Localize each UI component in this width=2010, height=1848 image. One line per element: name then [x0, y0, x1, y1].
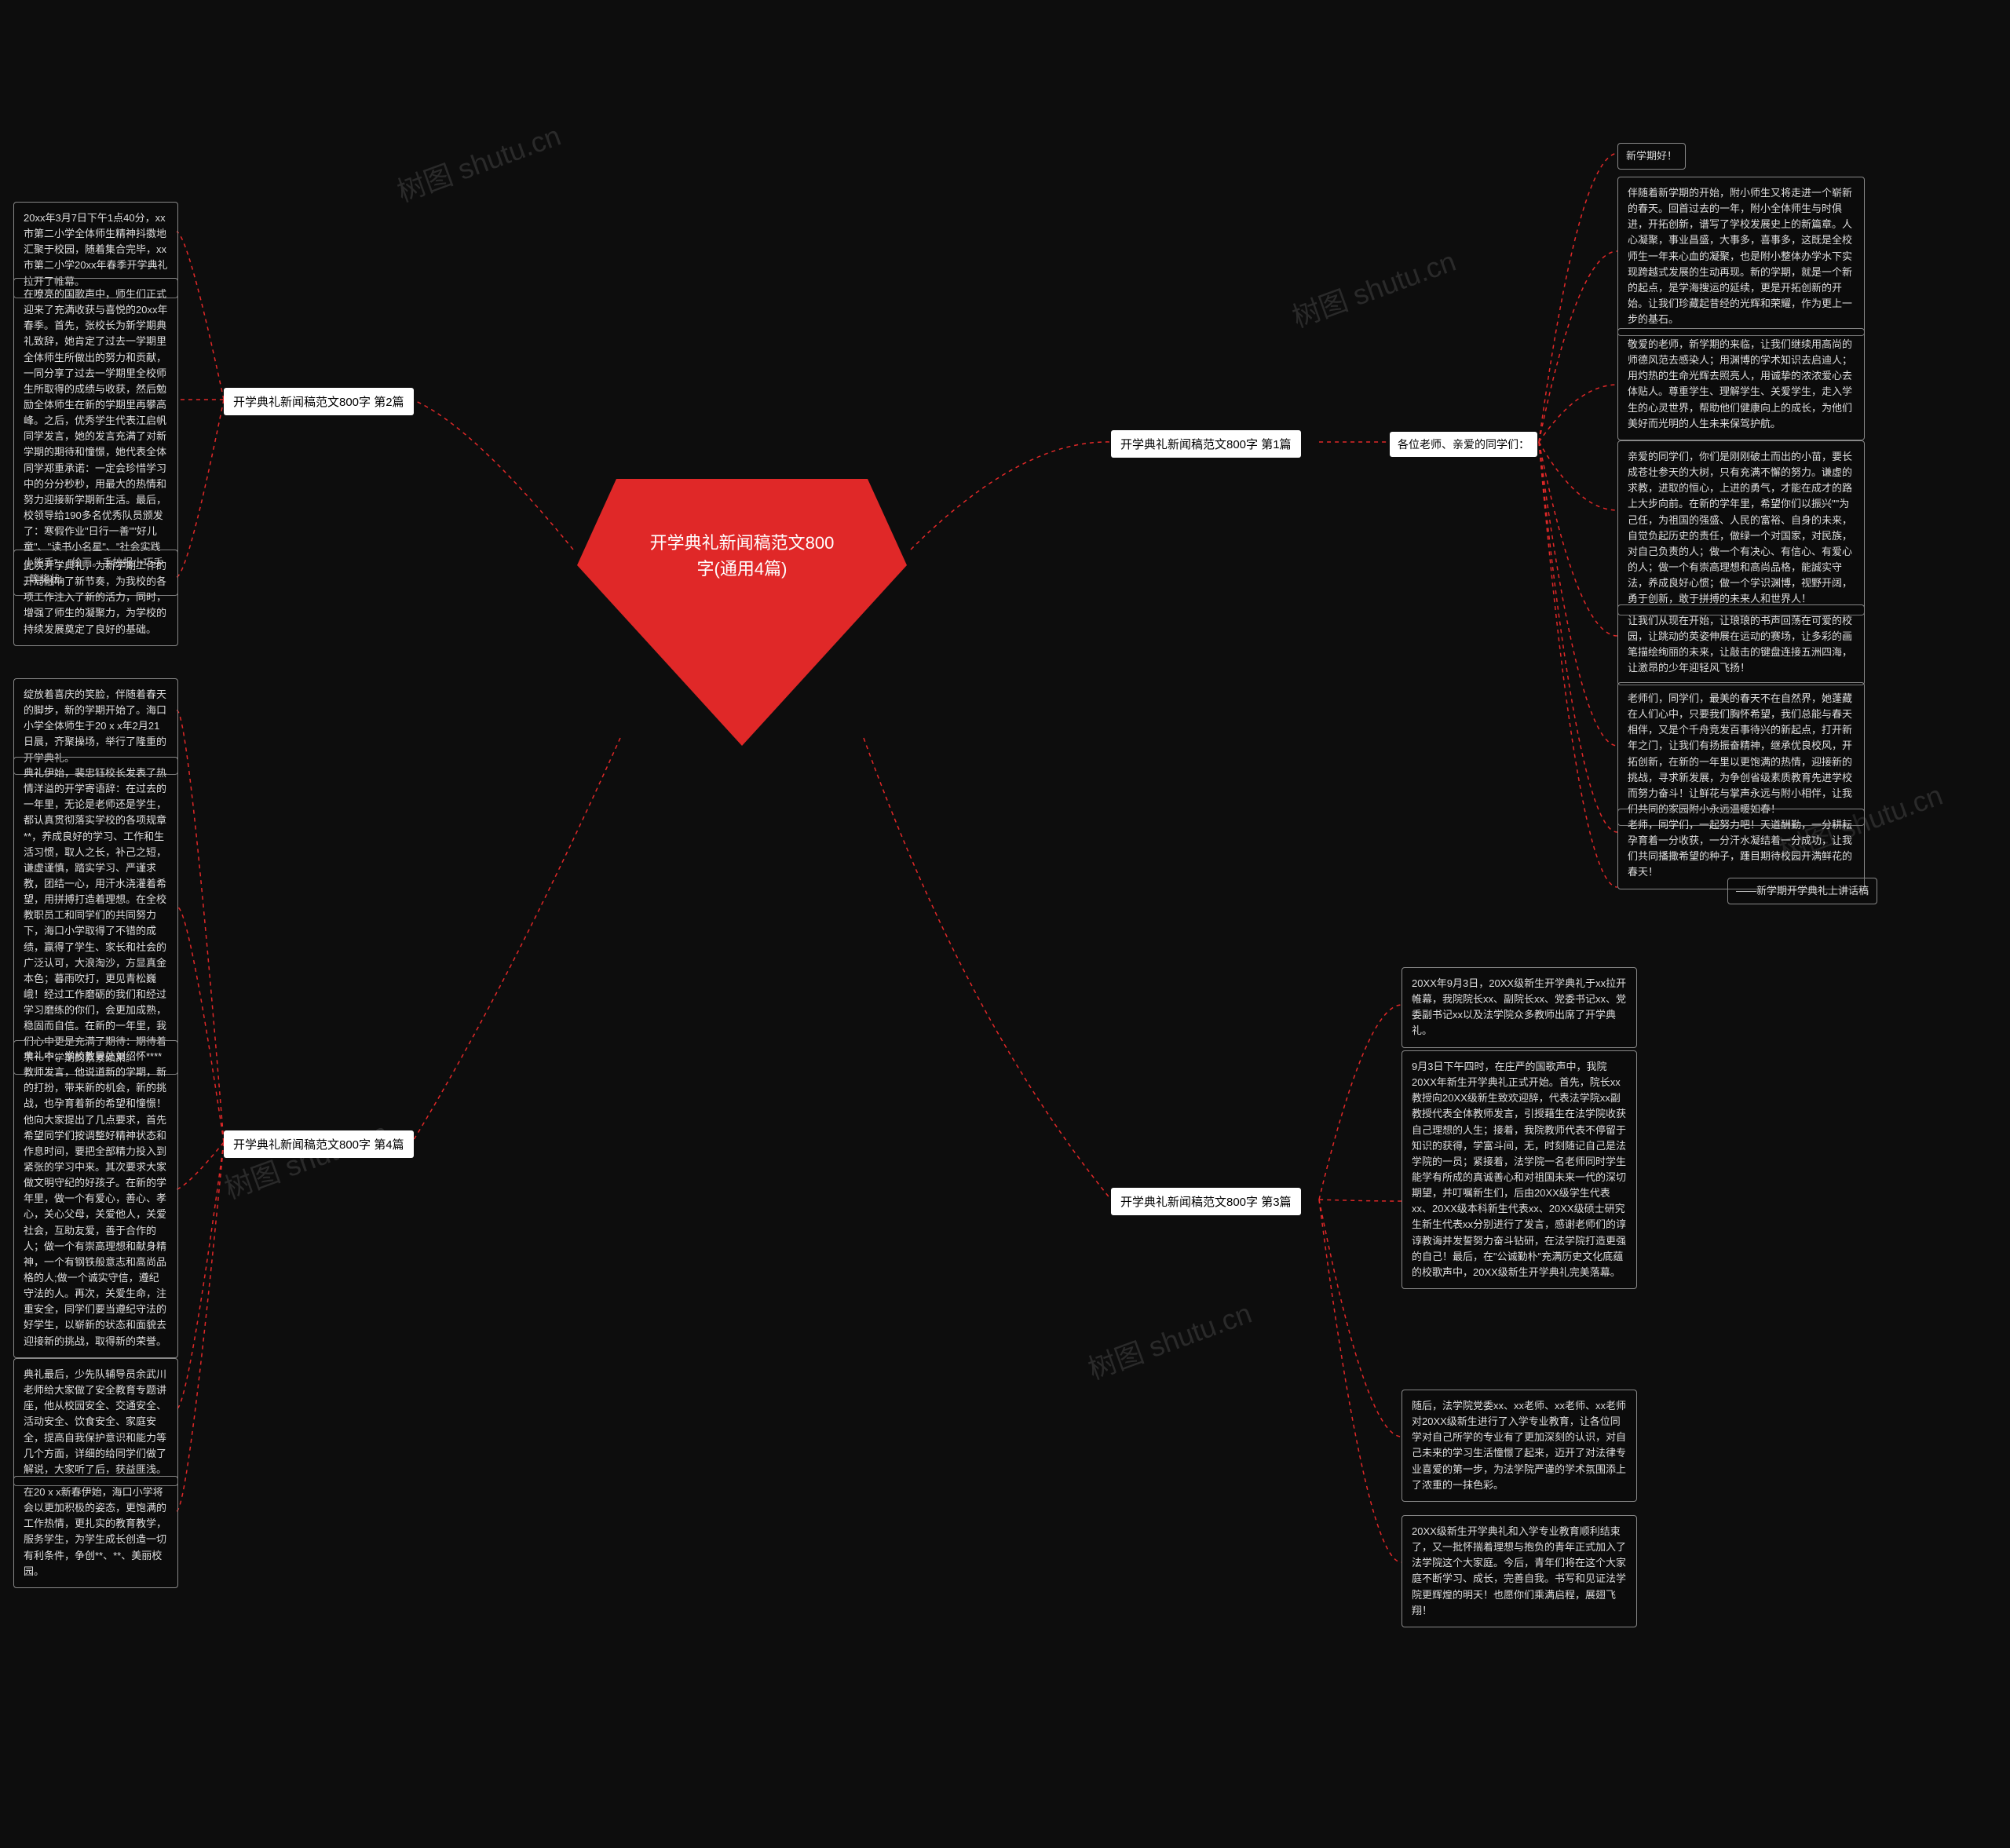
branch-1-sub[interactable]: 各位老师、亲爱的同学们： [1390, 432, 1537, 457]
b2-note-1: 在嘹亮的国歌声中，师生们正式迎来了充满收获与喜悦的20xx年春季。首先，张校长为… [13, 278, 178, 596]
b1-note-1: 伴随着新学期的开始，附小师生又将走进一个崭新的春天。回首过去的一年，附小全体师生… [1617, 177, 1865, 336]
b2-note-2: 此次开学典礼，为新学期工作的开局融响了新节奏，为我校的各项工作注入了新的活力，同… [13, 550, 178, 646]
b3-note-0: 20XX年9月3日，20XX级新生开学典礼于xx拉开帷幕，我院院长xx、副院长x… [1402, 967, 1637, 1048]
b3-note-2: 随后，法学院党委xx、xx老师、xx老师、xx老师对20XX级新生进行了入学专业… [1402, 1390, 1637, 1502]
branch-1-label[interactable]: 开学典礼新闻稿范文800字 第1篇 [1111, 430, 1301, 458]
center-node: 开学典礼新闻稿范文800 字(通用4篇) [569, 408, 915, 801]
b4-note-1: 典礼伊始，裴忠钰校长发表了热情洋溢的开学寄语辞：在过去的一年里，无论是老师还是学… [13, 757, 178, 1075]
b1-note-7: ——新学期开学典礼上讲话稿 [1727, 878, 1877, 904]
b4-note-3: 典礼最后，少先队辅导员余武川老师给大家做了安全教育专题讲座，他从校园安全、交通安… [13, 1358, 178, 1486]
b1-note-3: 亲爱的同学们，你们是刚刚破土而出的小苗，要长成苍壮参天的大树，只有充满不懈的努力… [1617, 440, 1865, 615]
branch-2-label[interactable]: 开学典礼新闻稿范文800字 第2篇 [224, 388, 414, 415]
watermark: 树图 shutu.cn [1082, 1291, 1257, 1387]
b1-note-4: 让我们从现在开始，让琅琅的书声回荡在可爱的校园，让跳动的英姿伸展在运动的赛场，让… [1617, 604, 1865, 685]
b1-note-2: 敬爱的老师，新学期的来临，让我们继续用高尚的师德风范去感染人；用渊博的学术知识去… [1617, 328, 1865, 440]
watermark: 树图 shutu.cn [1286, 239, 1461, 335]
b4-note-4: 在20 x x新春伊始，海口小学将会以更加积极的姿态，更饱满的工作热情，更扎实的… [13, 1476, 178, 1588]
watermark: 树图 shutu.cn [391, 113, 566, 210]
b3-note-1: 9月3日下午四时，在庄严的国歌声中，我院20XX年新生开学典礼正式开始。首先，院… [1402, 1050, 1637, 1289]
b1-note-0: 新学期好！ [1617, 143, 1686, 170]
b4-note-2: 典礼中，学校教导处刘绍怀****教师发言，他说道新的学期，新的打扮，带来新的机会… [13, 1040, 178, 1358]
b1-note-5: 老师们，同学们，最美的春天不在自然界，她蓬藏在人们心中，只要我们胸怀希望，我们总… [1617, 682, 1865, 826]
b3-note-3: 20XX级新生开学典礼和入学专业教育顺利结束了，又一批怀揣着理想与抱负的青年正式… [1402, 1515, 1637, 1627]
branch-3-label[interactable]: 开学典礼新闻稿范文800字 第3篇 [1111, 1188, 1301, 1215]
watermark: 树图 shutu.cn [218, 1110, 393, 1207]
center-title: 开学典礼新闻稿范文800 字(通用4篇) [632, 530, 852, 582]
branch-4-label[interactable]: 开学典礼新闻稿范文800字 第4篇 [224, 1130, 414, 1158]
